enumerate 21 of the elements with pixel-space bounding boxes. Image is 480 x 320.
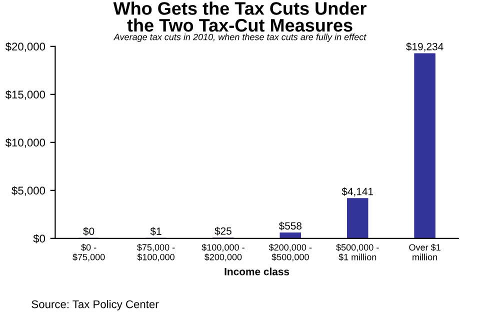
data-label: $1 [150, 227, 162, 236]
data-label: $19,234 [406, 42, 444, 52]
y-tick-label: $0 [33, 234, 46, 244]
x-axis-title: Income class [224, 268, 290, 276]
y-tick-label: $20,000 [5, 42, 46, 52]
x-tick-label: $0 - $75,000 [72, 244, 105, 262]
x-tick-label: $200,000 - $500,000 [268, 244, 312, 262]
x-tick-label: $500,000 - $1 million [336, 244, 379, 261]
chart-title: Who Gets the Tax Cuts Under the Two Tax-Cut Measures [113, 2, 366, 32]
x-tick-label: $100,000 - $200,000 [202, 244, 244, 262]
y-tick-label: $15,000 [5, 90, 46, 100]
data-label: $558 [278, 222, 302, 230]
data-label: $25 [214, 226, 232, 236]
data-label: $0 [83, 227, 94, 236]
x-tick-label: $75,000 - $100,000 [137, 244, 175, 262]
data-label: $4,141 [342, 187, 374, 196]
x-tick-label: Over $1 million [409, 244, 440, 260]
source-note: Source: Tax Policy Center [32, 300, 159, 310]
y-tick-label: $5,000 [12, 186, 46, 196]
y-tick-label: $10,000 [5, 138, 46, 148]
chart-subtitle: Average tax cuts in 2010, when these tax cuts are fully in effect [113, 34, 366, 42]
